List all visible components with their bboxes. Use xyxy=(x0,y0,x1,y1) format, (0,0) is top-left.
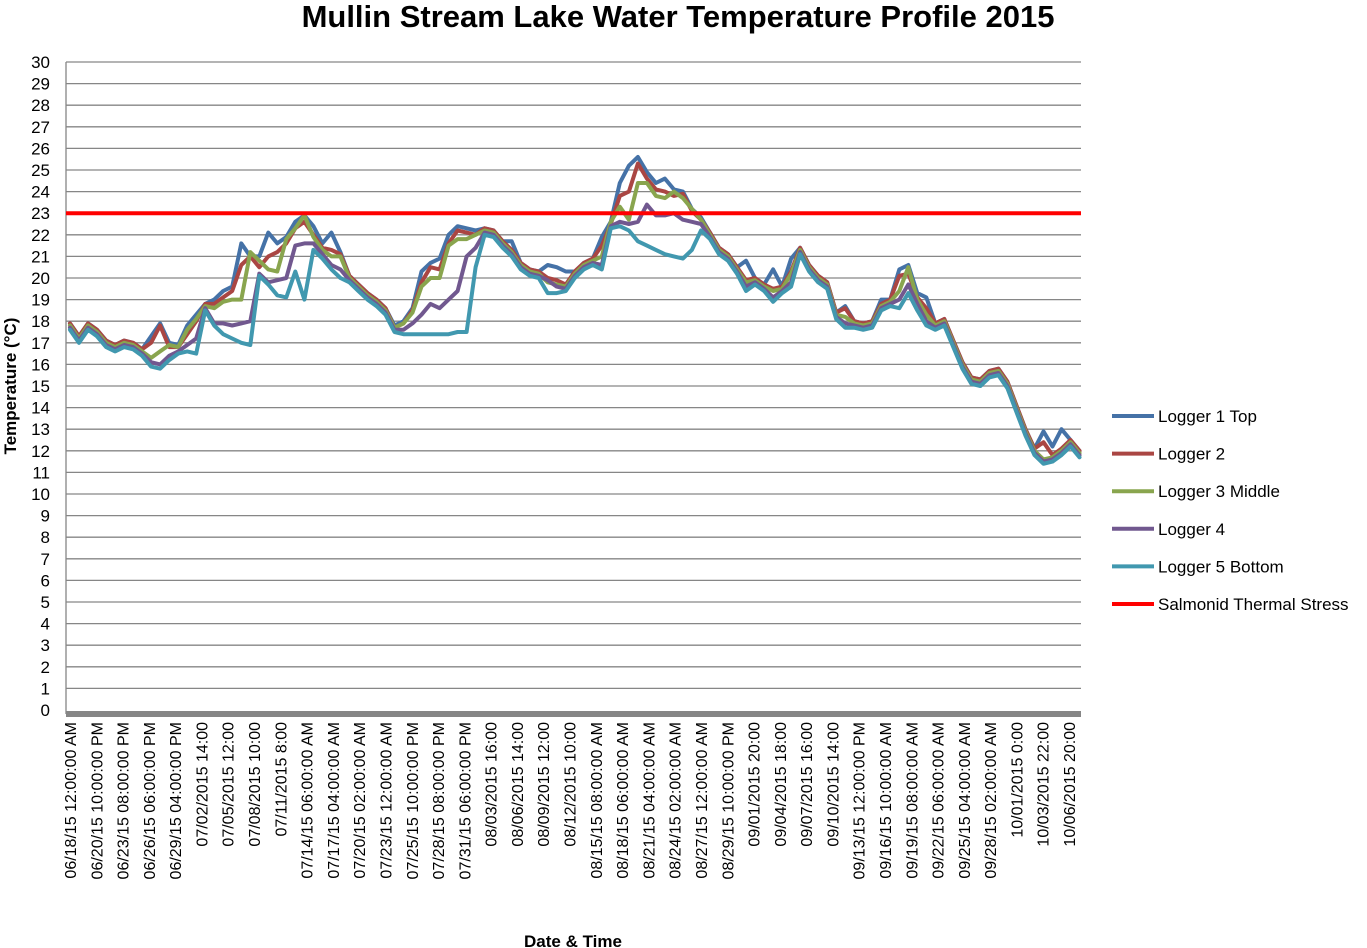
x-tick-label: 07/02/2015 14:00 xyxy=(194,722,211,847)
x-tick-label: 08/12/2015 10:00 xyxy=(563,722,580,847)
y-tick-label: 10 xyxy=(31,485,50,504)
x-tick-label: 10/06/2015 20:00 xyxy=(1062,722,1079,847)
y-tick-label: 2 xyxy=(41,658,50,677)
x-tick-label: 07/31/15 06:00:00 PM xyxy=(457,722,474,879)
x-tick-label: 07/05/2015 12:00 xyxy=(221,722,238,847)
y-tick-label: 17 xyxy=(31,334,50,353)
y-tick-label: 14 xyxy=(31,399,50,418)
legend-label: Logger 1 Top xyxy=(1158,407,1257,426)
x-tick-label: 08/29/15 10:00:00 PM xyxy=(720,722,737,879)
x-tick-label: 10/03/2015 22:00 xyxy=(1036,722,1053,847)
x-tick-label: 07/23/15 12:00:00 AM xyxy=(378,722,395,879)
y-tick-label: 29 xyxy=(31,75,50,94)
gridlines xyxy=(65,61,1081,717)
y-tick-label: 5 xyxy=(41,593,50,612)
x-axis-line xyxy=(66,711,1081,717)
x-tick-label: 06/18/15 12:00:00 AM xyxy=(63,722,80,879)
y-tick-label: 30 xyxy=(31,53,50,72)
x-axis-title: Date & Time xyxy=(524,932,622,948)
y-axis-tick-labels: 0123456789101112131415161718192021222324… xyxy=(31,53,50,720)
y-tick-label: 7 xyxy=(41,550,50,569)
x-tick-label: 06/29/15 04:00:00 PM xyxy=(168,722,185,879)
y-tick-label: 11 xyxy=(32,463,50,482)
series-lines xyxy=(66,155,1082,466)
x-tick-label: 09/07/2015 16:00 xyxy=(799,722,816,847)
x-tick-label: 06/26/15 06:00:00 PM xyxy=(142,722,159,879)
x-tick-label: 08/09/2015 12:00 xyxy=(536,722,553,847)
y-tick-label: 25 xyxy=(31,161,50,180)
y-tick-label: 13 xyxy=(31,420,50,439)
x-tick-label: 06/20/15 10:00:00 PM xyxy=(89,722,106,879)
y-tick-label: 27 xyxy=(31,118,50,137)
y-tick-label: 22 xyxy=(31,226,50,245)
x-tick-label: 10/01/2015 0:00 xyxy=(1009,722,1026,838)
x-tick-label: 08/18/15 06:00:00 AM xyxy=(615,722,632,879)
x-axis-tick-labels: 06/18/15 12:00:00 AM 06/20/15 10:00:00 PM… xyxy=(63,722,1079,880)
y-tick-label: 24 xyxy=(31,183,50,202)
y-tick-label: 20 xyxy=(31,269,50,288)
y-axis-title: Temperature (°C) xyxy=(1,318,20,455)
x-tick-label: 09/19/15 08:00:00 AM xyxy=(904,722,921,879)
x-tick-label: 07/20/15 02:00:00 AM xyxy=(352,722,369,879)
y-tick-label: 9 xyxy=(41,507,50,526)
x-tick-label: 09/28/15 02:00:00 AM xyxy=(983,722,1000,879)
y-tick-label: 28 xyxy=(31,96,50,115)
x-tick-label: 07/14/15 06:00:00 AM xyxy=(300,722,317,879)
legend: Logger 1 Top Logger 2 Logger 3 Middle Logge… xyxy=(1112,407,1349,614)
x-tick-label: 09/10/2015 14:00 xyxy=(825,722,842,847)
x-tick-label: 09/16/15 10:00:00 AM xyxy=(878,722,895,879)
y-tick-label: 6 xyxy=(41,571,50,590)
x-tick-label: 09/13/15 12:00:00 PM xyxy=(852,722,869,879)
y-tick-label: 12 xyxy=(31,442,50,461)
y-tick-label: 23 xyxy=(31,204,50,223)
x-tick-label: 07/11/2015 8:00 xyxy=(273,722,290,837)
y-tick-label: 26 xyxy=(31,139,50,158)
y-tick-label: 16 xyxy=(31,355,50,374)
x-tick-label: 07/25/15 10:00:00 PM xyxy=(405,722,422,879)
legend-label: Logger 4 xyxy=(1158,520,1225,539)
series-line-logger-5-bottom xyxy=(68,224,1082,466)
x-tick-label: 08/24/15 02:00:00 AM xyxy=(668,722,685,879)
x-tick-label: 08/03/2015 16:00 xyxy=(484,722,501,847)
series-line-logger-2 xyxy=(68,161,1082,458)
legend-label: Logger 3 Middle xyxy=(1158,482,1280,501)
y-tick-label: 15 xyxy=(31,377,50,396)
x-tick-label: 07/08/2015 10:00 xyxy=(247,722,264,847)
y-tick-label: 19 xyxy=(31,291,50,310)
legend-label: Logger 5 Bottom xyxy=(1158,557,1284,576)
x-tick-label: 09/04/2015 18:00 xyxy=(773,722,790,847)
x-tick-label: 07/17/15 04:00:00 AM xyxy=(326,722,343,879)
x-tick-label: 08/27/15 12:00:00 AM xyxy=(694,722,711,879)
chart-title: Mullin Stream Lake Water Temperature Pro… xyxy=(302,0,1055,34)
x-tick-label: 06/23/15 08:00:00 PM xyxy=(116,722,133,879)
y-tick-label: 0 xyxy=(41,701,50,720)
x-tick-label: 09/22/15 06:00:00 AM xyxy=(931,722,948,879)
legend-label: Logger 2 xyxy=(1158,445,1225,464)
x-tick-label: 08/21/15 04:00:00 AM xyxy=(641,722,658,879)
x-tick-label: 08/06/2015 14:00 xyxy=(510,722,527,847)
y-tick-label: 21 xyxy=(31,247,50,266)
legend-label: Salmonid Thermal Stress xyxy=(1158,595,1349,614)
y-tick-label: 4 xyxy=(41,615,50,634)
x-tick-label: 07/28/15 08:00:00 PM xyxy=(431,722,448,879)
x-tick-label: 09/25/15 04:00:00 AM xyxy=(957,722,974,879)
y-tick-label: 18 xyxy=(31,312,50,331)
y-tick-label: 3 xyxy=(41,636,50,655)
x-tick-label: 09/01/2015 20:00 xyxy=(747,722,764,847)
x-tick-label: 08/15/15 08:00:00 AM xyxy=(589,722,606,879)
y-tick-label: 8 xyxy=(41,528,50,547)
y-tick-label: 1 xyxy=(41,679,50,698)
